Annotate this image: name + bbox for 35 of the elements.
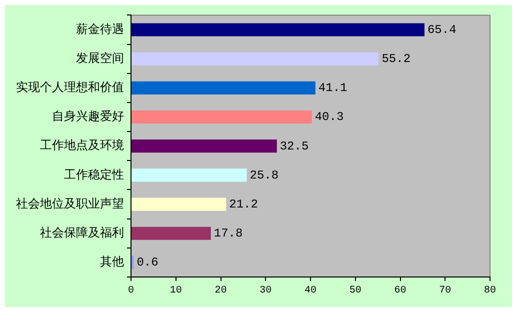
data-label: 41.1: [318, 81, 348, 96]
data-label: 25.8: [250, 168, 279, 182]
x-tick-label: 40: [304, 286, 317, 297]
bar: [132, 52, 379, 66]
y-tick-label: 实现个人理想和价值: [16, 80, 124, 94]
y-tick-label: 其他: [100, 254, 124, 269]
bar: [132, 81, 316, 94]
y-tick-label: 薪金待遇: [76, 22, 124, 36]
x-tick-label: 0: [128, 286, 134, 297]
data-label: 40.3: [314, 110, 344, 124]
data-label: 65.4: [427, 22, 456, 37]
bar: [132, 110, 312, 124]
data-label: 17.8: [214, 226, 243, 241]
x-tick-label: 80: [484, 286, 496, 297]
x-tick-label: 50: [349, 286, 362, 297]
y-tick-label: 社会保障及福利: [40, 225, 124, 240]
x-tick-label: 70: [439, 286, 452, 297]
data-label: 32.5: [280, 139, 309, 154]
y-tick-label: 发展空间: [76, 50, 124, 65]
x-tick-label: 30: [260, 286, 272, 297]
data-label: 21.2: [229, 197, 258, 212]
y-tick-label: 自身兴趣爱好: [52, 109, 124, 124]
bar: [132, 23, 424, 36]
x-tick-label: 10: [170, 286, 182, 297]
y-tick-label: 工作稳定性: [64, 167, 124, 182]
data-label: 0.6: [136, 256, 158, 270]
y-tick-label: 社会地位及职业声望: [16, 196, 124, 210]
bar: [132, 198, 226, 211]
x-tick-label: 60: [394, 286, 406, 297]
data-label: 55.2: [382, 52, 411, 66]
bar: [132, 168, 247, 182]
bar: [132, 226, 211, 240]
bar: [132, 140, 277, 153]
x-tick-label: 20: [214, 286, 227, 297]
y-tick-label: 工作地点及环境: [40, 138, 124, 152]
